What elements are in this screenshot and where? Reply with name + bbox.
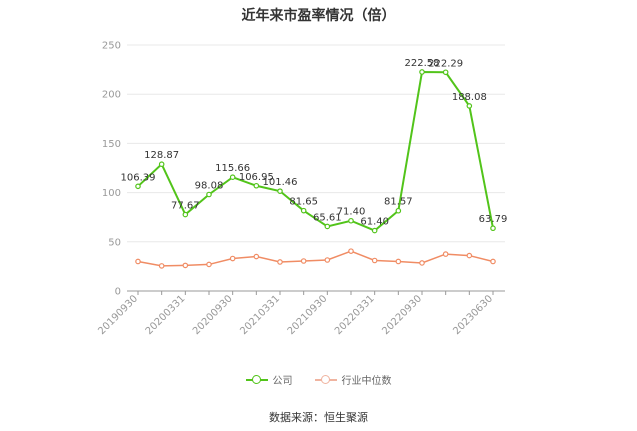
data-label-company: 77.67 bbox=[171, 201, 200, 212]
y-tick-label: 250 bbox=[102, 41, 121, 52]
data-label-company: 98.08 bbox=[195, 180, 224, 191]
x-tick-label: 20190930 bbox=[96, 293, 140, 337]
data-point-industry bbox=[490, 258, 496, 265]
data-point-industry bbox=[300, 258, 307, 264]
data-point-industry bbox=[206, 261, 212, 268]
data-point-company bbox=[182, 211, 189, 218]
chart-title: 近年来市盈率情况（倍） bbox=[241, 8, 396, 24]
x-tick-label: 20200331 bbox=[144, 293, 188, 337]
data-label-company: 188.08 bbox=[452, 92, 487, 103]
data-point-company bbox=[466, 103, 473, 109]
data-point-industry bbox=[253, 253, 260, 260]
data-label-company: 81.65 bbox=[289, 197, 318, 208]
data-label-layer: 106.39 128.87 77.67 98.08 115.66106.95101.46… bbox=[121, 58, 508, 228]
y-tick-label: 50 bbox=[108, 237, 121, 248]
data-point-industry bbox=[277, 259, 283, 265]
data-point-industry bbox=[182, 262, 189, 269]
x-tick-label: 20200930 bbox=[191, 293, 235, 337]
series-line-industry bbox=[137, 250, 494, 267]
legend: 公司 行业中位数 bbox=[0, 372, 637, 387]
legend-label-industry: 行业中位数 bbox=[341, 376, 392, 387]
data-label-company: 106.39 bbox=[121, 172, 156, 183]
x-tick-label: 20210930 bbox=[286, 293, 330, 337]
data-label-company: 115.66 bbox=[215, 163, 250, 174]
series-layer bbox=[135, 69, 496, 269]
x-tick-label: 20230630 bbox=[451, 293, 495, 337]
data-label-company: 65.61 bbox=[313, 212, 342, 223]
data-label-company: 101.46 bbox=[263, 177, 298, 188]
x-tick-label: 20220331 bbox=[333, 293, 377, 337]
data-label-company: 71.40 bbox=[337, 207, 366, 218]
x-tick-label: 20220930 bbox=[380, 293, 424, 337]
data-label-company: 222.58 bbox=[405, 58, 440, 69]
x-tick-label: 20210331 bbox=[238, 293, 282, 337]
data-point-industry bbox=[442, 251, 449, 257]
y-tick-label: 0 bbox=[115, 287, 121, 298]
data-point-company bbox=[300, 207, 307, 214]
data-label-company: 63.79 bbox=[479, 214, 508, 225]
data-label-company: 222.29 bbox=[428, 58, 463, 69]
data-point-company bbox=[324, 223, 331, 230]
data-label-company: 61.40 bbox=[360, 217, 389, 228]
data-point-company bbox=[229, 174, 236, 180]
data-point-company bbox=[135, 183, 141, 190]
data-point-industry bbox=[324, 257, 331, 263]
data-label-company: 81.57 bbox=[384, 197, 413, 208]
data-point-company bbox=[158, 161, 165, 167]
data-point-industry bbox=[135, 258, 141, 265]
series-line-company bbox=[137, 70, 494, 232]
data-point-company bbox=[395, 207, 402, 214]
data-point-company bbox=[490, 225, 496, 232]
data-point-company bbox=[253, 182, 260, 189]
data-point-company bbox=[442, 69, 449, 76]
data-point-company bbox=[348, 217, 354, 224]
data-point-industry bbox=[466, 252, 473, 259]
data-point-industry bbox=[395, 258, 402, 265]
data-point-industry bbox=[158, 263, 165, 269]
data-label-company: 106.95 bbox=[239, 172, 274, 183]
data-point-industry bbox=[371, 257, 378, 264]
data-point-industry bbox=[229, 255, 236, 262]
y-tick-label: 100 bbox=[102, 188, 121, 199]
data-point-industry bbox=[348, 248, 354, 254]
data-source: 数据来源：恒生聚源 bbox=[269, 411, 368, 424]
y-tick-label: 200 bbox=[102, 90, 121, 101]
data-point-company bbox=[419, 69, 425, 75]
data-point-company bbox=[206, 191, 212, 198]
y-tick-label: 150 bbox=[102, 139, 121, 150]
data-point-company bbox=[371, 227, 378, 234]
legend-swatch-industry bbox=[314, 374, 337, 385]
data-label-company: 128.87 bbox=[144, 150, 179, 161]
data-point-company bbox=[277, 188, 283, 194]
data-point-industry bbox=[419, 260, 425, 266]
legend-item-industry[interactable]: 行业中位数 bbox=[314, 372, 392, 387]
legend-label-company: 公司 bbox=[272, 376, 293, 387]
grid-layer bbox=[127, 44, 505, 243]
legend-item-company[interactable]: 公司 bbox=[245, 372, 293, 387]
legend-swatch-company bbox=[245, 374, 268, 385]
